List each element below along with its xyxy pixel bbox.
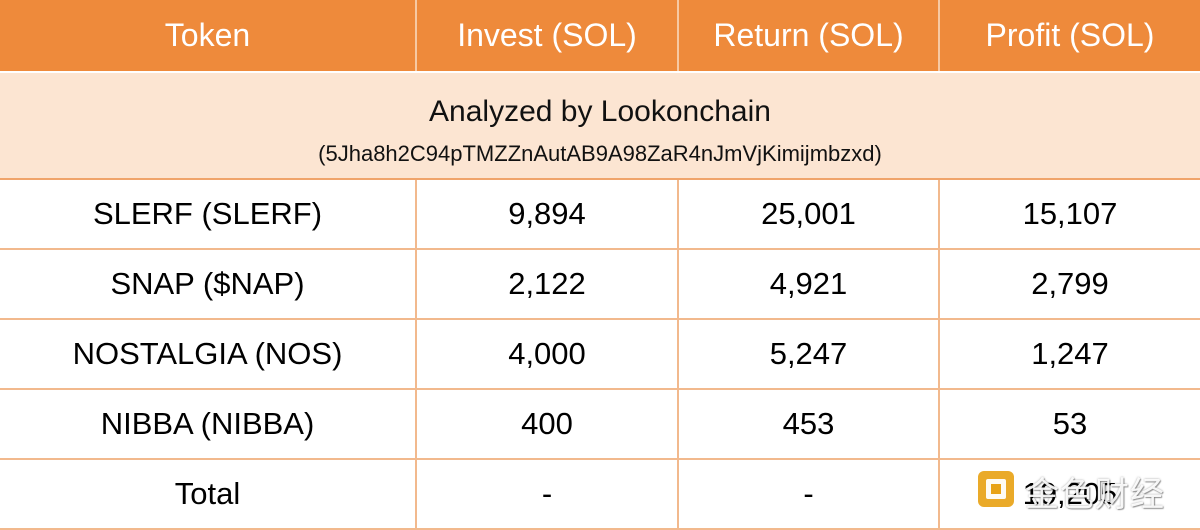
header-profit: Profit (SOL) <box>939 0 1200 73</box>
table-row: NOSTALGIA (NOS) 4,000 5,247 1,247 <box>0 319 1200 390</box>
table-row: SLERF (SLERF) 9,894 25,001 15,107 <box>0 179 1200 250</box>
profit-cell: 15,107 <box>939 179 1200 250</box>
invest-cell: 400 <box>416 389 679 460</box>
total-return-cell: - <box>678 459 940 530</box>
banner-title: Analyzed by Lookonchain <box>429 94 771 128</box>
return-cell: 25,001 <box>678 179 940 250</box>
invest-cell: 9,894 <box>416 179 679 250</box>
header-return: Return (SOL) <box>678 0 940 73</box>
token-cell: NIBBA (NIBBA) <box>0 389 417 460</box>
table-row: SNAP ($NAP) 2,122 4,921 2,799 <box>0 249 1200 320</box>
token-cell: SNAP ($NAP) <box>0 249 417 320</box>
return-cell: 5,247 <box>678 319 940 390</box>
watermark-text: 金色财经 <box>1025 474 1165 515</box>
header-invest: Invest (SOL) <box>416 0 679 73</box>
banner-row: Analyzed by Lookonchain (5Jha8h2C94pTMZZ… <box>0 72 1200 180</box>
total-invest-cell: - <box>416 459 679 530</box>
invest-cell: 4,000 <box>416 319 679 390</box>
total-label-cell: Total <box>0 459 417 530</box>
profit-cell: 2,799 <box>939 249 1200 320</box>
golden-square-logo-icon <box>975 468 1017 515</box>
header-token: Token <box>0 0 417 73</box>
banner-cell: Analyzed by Lookonchain (5Jha8h2C94pTMZZ… <box>0 72 1200 180</box>
return-cell: 453 <box>678 389 940 460</box>
token-cell: SLERF (SLERF) <box>0 179 417 250</box>
header-row: Token Invest (SOL) Return (SOL) Profit (… <box>0 0 1200 73</box>
return-cell: 4,921 <box>678 249 940 320</box>
watermark: 金色财经 <box>975 468 1195 515</box>
analysis-banner: Analyzed by Lookonchain (5Jha8h2C94pTMZZ… <box>0 72 1200 180</box>
table-header: Token Invest (SOL) Return (SOL) Profit (… <box>0 0 1200 73</box>
table-row: NIBBA (NIBBA) 400 453 53 <box>0 389 1200 460</box>
invest-cell: 2,122 <box>416 249 679 320</box>
token-cell: NOSTALGIA (NOS) <box>0 319 417 390</box>
wallet-address: (5Jha8h2C94pTMZZnAutAB9A98ZaR4nJmVjKimij… <box>318 140 882 166</box>
profit-cell: 53 <box>939 389 1200 460</box>
table-body: SLERF (SLERF) 9,894 25,001 15,107 SNAP (… <box>0 179 1200 530</box>
profit-cell: 1,247 <box>939 319 1200 390</box>
